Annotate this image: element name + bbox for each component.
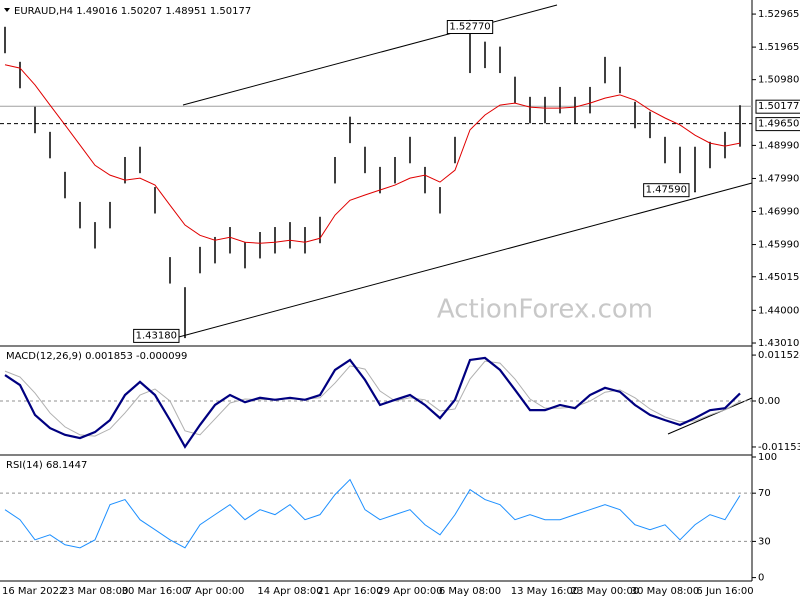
y-tick-label: 1.44000 [758, 305, 799, 316]
annotation-label: 1.52770 [449, 22, 490, 33]
x-tick-label: 29 Apr 00:00 [377, 586, 442, 597]
symbol-icon [4, 8, 10, 12]
annotation-point [184, 336, 186, 339]
price-header: EURAUD,H4 1.49016 1.50207 1.48951 1.5017… [14, 6, 251, 17]
channel-upper [182, 4, 558, 106]
x-tick-label: 23 May 00:00 [571, 586, 640, 597]
y-tick-label: 1.50980 [758, 75, 799, 86]
macd-trendline [667, 397, 753, 435]
macd-title: MACD(12,26,9) 0.001853 -0.000099 [6, 351, 187, 362]
y-tick-label: 1.48990 [758, 140, 799, 151]
y-tick-label: 1.45015 [758, 272, 799, 283]
price-level-label: 1.50177 [758, 101, 799, 112]
x-tick-label: 6 Jun 16:00 [696, 586, 753, 597]
y-tick-label: 0 [758, 573, 764, 584]
y-tick-label: 1.52965 [758, 9, 799, 20]
x-tick-label: 21 Apr 16:00 [317, 586, 382, 597]
y-tick-label: 70 [758, 488, 771, 499]
y-tick-label: 0.00 [758, 396, 780, 407]
price-level-label-box [755, 117, 800, 132]
y-tick-label: 1.45990 [758, 240, 799, 251]
watermark: ActionForex.com [437, 295, 653, 325]
y-tick-label: 100 [758, 452, 777, 463]
x-tick-label: 7 Apr 00:00 [186, 586, 245, 597]
moving-average [4, 64, 741, 244]
x-tick-label: 23 Mar 08:00 [62, 586, 129, 597]
indicator-line [4, 356, 741, 449]
x-tick-label: 30 May 08:00 [631, 586, 700, 597]
channel-lower [174, 182, 753, 339]
x-tick-label: 16 Mar 2022 [2, 586, 65, 597]
annotation-point [694, 190, 696, 193]
y-tick-label: 1.43010 [758, 338, 799, 349]
x-tick-label: 30 Mar 16:00 [122, 586, 189, 597]
x-tick-label: 14 Apr 08:00 [257, 586, 322, 597]
annotation-label-box [133, 328, 180, 343]
price-level-label-box [755, 99, 800, 114]
y-tick-label: -0.011537 [758, 442, 800, 453]
y-tick-label: 1.46990 [758, 207, 799, 218]
annotation-label-box [643, 183, 690, 198]
rsi-title: RSI(14) 68.1447 [6, 460, 87, 471]
x-tick-label: 6 May 08:00 [439, 586, 501, 597]
indicator-line [4, 478, 741, 549]
annotation-label: 1.47590 [646, 185, 687, 196]
price-level-label: 1.49650 [758, 119, 799, 130]
y-tick-label: 1.51965 [758, 42, 799, 53]
y-tick-label: 1.47990 [758, 173, 799, 184]
annotation-label-box [446, 20, 494, 35]
y-tick-label: 30 [758, 536, 771, 547]
y-tick-label: 0.011524 [758, 350, 800, 361]
annotation-label: 1.43180 [136, 330, 177, 341]
x-tick-label: 13 May 16:00 [511, 586, 580, 597]
